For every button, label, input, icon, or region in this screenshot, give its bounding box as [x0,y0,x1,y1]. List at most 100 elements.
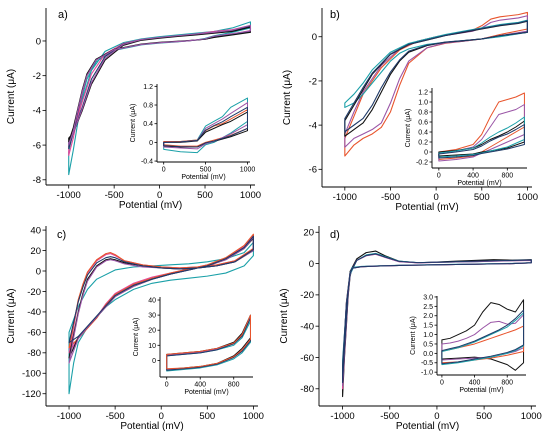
inset-y-tick-label: 0.2 [418,139,428,146]
inset-y-tick-label: 1.0 [423,332,433,339]
main-x-tick-label: -1000 [333,192,357,203]
main-x-tick-label: 1000 [240,190,261,201]
main-x-tick-label: 500 [474,192,490,203]
inset-y-tick-label: 10 [148,343,156,350]
main-x-tick-label: -500 [106,411,125,422]
main-series-purple [68,24,252,146]
main-y-tick-label: -6 [33,140,41,151]
main-x-tick-label: 500 [199,411,215,422]
inset-y-tick-label: 1.2 [143,84,153,91]
inset-series-teal [438,116,525,158]
main-y-tick-label: 0 [312,32,317,43]
panel-a: -1000 -500 0 500 1000 0 -2 -4 -6 -8 Potential (mV)… [6,8,261,211]
main-y-tick-label: 0 [309,259,314,270]
main-y-axis-label: Current (μA) [6,69,17,124]
main-series-navy [344,20,528,133]
inset-y-axis-label: Current (μA) [130,104,137,143]
main-x-tick-label: 0 [433,192,438,203]
main-x-tick-label: 500 [476,411,492,422]
main-y-tick-label: -60 [300,353,314,364]
main-x-tick-label: 0 [159,411,164,422]
inset-x-axis-label: Potential (mV) [457,180,501,187]
main-x-tick-label: -1000 [57,190,81,201]
main-y-tick-label: -20 [300,290,314,301]
main-x-tick-label: -1000 [57,411,81,422]
main-series-orange [344,11,528,157]
main-x-axis-label: Potential (mV) [396,421,459,432]
main-series-purple [344,15,528,148]
inset-x-tick-label: 500 [200,167,212,174]
main-x-tick-label: -500 [105,190,124,201]
inset-x-tick-label: 800 [501,173,513,180]
inset-series-orange [166,314,251,370]
inset-y-tick-label: 0.8 [143,102,153,109]
main-x-tick-label: 500 [197,190,213,201]
inset-y-tick-label: 0.8 [418,109,428,116]
main-x-tick-label: 0 [434,411,439,422]
inset-x-axis-label: Potential (mV) [181,174,225,181]
main-y-tick-label: -8 [33,175,41,186]
main-y-tick-label: -100 [22,369,41,380]
panel-d: -1000 -500 0 500 1000 20 0 -20 -40 -60 -80 Potentia… [279,226,542,432]
inset-y-tick-label: 2.0 [423,313,433,320]
inset-y-tick-label: 0 [424,149,428,156]
main-y-tick-label: -40 [300,321,314,332]
main-y-axis-label: Current (μA) [279,288,290,343]
main-y-tick-label: -80 [27,348,41,359]
main-y-tick-label: 0 [36,266,41,277]
inset-y-tick-label: -0.2 [416,159,428,166]
main-y-tick-label: 40 [30,225,41,236]
inset-x-tick-label: 800 [228,382,240,389]
inset-y-axis-label: Current (μA) [405,109,412,148]
main-y-tick-label: -6 [309,165,317,176]
inset-y-tick-label: 0 [149,140,153,147]
inset-x-tick-label: 0 [165,382,169,389]
main-series-navy [68,235,254,344]
inset-series-navy [163,106,248,148]
main-x-axis-label: Potential (mV) [395,202,458,213]
inset-x-tick-label: 0 [162,167,166,174]
inset-y-axis-label: Current (μA) [133,318,140,357]
main-x-tick-label: 1000 [521,411,542,422]
panel-label: b) [330,9,340,21]
inset-y-tick-label: 3.0 [423,294,433,301]
main-x-axis-label: Potential (mV) [120,421,183,432]
inset-y-tick-label: 0.4 [143,121,153,128]
main-y-tick-label: -2 [309,76,317,87]
main-y-axis-label: Current (μA) [282,70,293,125]
inset-x-tick-label: 400 [469,380,481,387]
inset-y-tick-label: 0.6 [418,119,428,126]
main-y-tick-label: -40 [27,307,41,318]
inset-x-tick-label: 400 [194,382,206,389]
inset-y-tick-label: 2.5 [423,304,433,311]
main-x-tick-label: -500 [381,192,400,203]
inset-y-tick-label: 0.5 [423,341,433,348]
inset-series-black [441,299,525,371]
inset-x-tick-label: 0 [440,380,444,387]
main-y-tick-label: -20 [27,287,41,298]
inset-x-tick-label: 800 [501,380,513,387]
inset-y-tick-label: 0 [152,358,156,365]
main-y-tick-label: -80 [300,384,314,395]
inset-series-navy [441,309,525,365]
main-y-tick-label: -120 [22,389,41,400]
main-y-tick-label: -60 [27,328,41,339]
inset-x-tick-label: 0 [437,173,441,180]
main-y-tick-label: -4 [33,106,41,117]
main-x-tick-label: 0 [157,190,162,201]
main-series-navy [342,253,532,384]
inset-y-tick-label: -1.0 [421,370,433,377]
panel-b: -1000 -500 0 500 1000 0 -2 -4 -6 Potential (mV) Cu… [282,8,538,213]
inset-x-tick-label: 1000 [240,167,256,174]
inset-y-tick-label: -0.5 [421,360,433,367]
main-x-tick-label: -1000 [330,411,354,422]
inset-series-navy [438,124,525,159]
main-x-axis-label: Potential (mV) [119,200,182,211]
inset-x-axis-label: Potential (mV) [184,389,228,396]
inset-y-tick-label: 20 [148,328,156,335]
panel-label: a) [58,9,68,21]
inset-x-tick-label: 400 [467,173,479,180]
panel-label: d) [330,229,340,241]
main-y-tick-label: 20 [30,246,41,257]
